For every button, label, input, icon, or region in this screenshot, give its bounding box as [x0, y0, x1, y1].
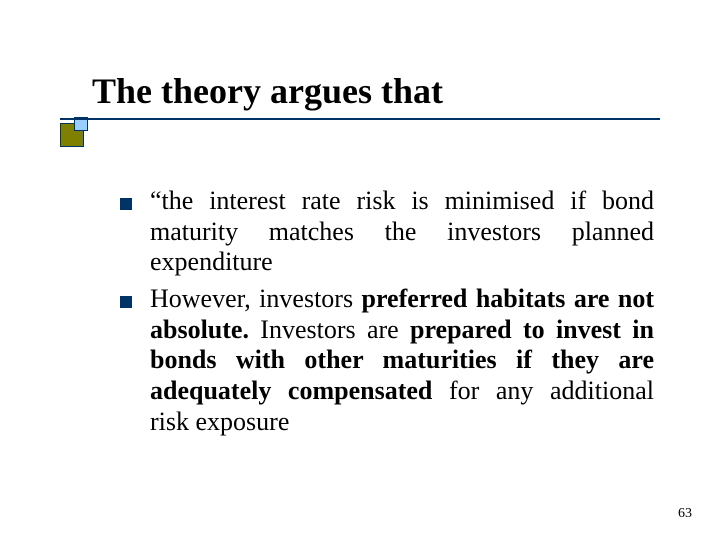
- slide-title: The theory argues that: [92, 70, 443, 112]
- square-bullet-icon: [120, 296, 132, 308]
- page-number: 63: [678, 506, 692, 522]
- slide: { "title": { "text": "The theory argues …: [0, 0, 720, 540]
- bullet-text: “the interest rate risk is minimised if …: [150, 186, 654, 278]
- bullet-text: However, investors preferred habitats ar…: [150, 284, 654, 437]
- bullet-item: However, investors preferred habitats ar…: [120, 284, 654, 437]
- body-text-area: “the interest rate risk is minimised if …: [120, 186, 654, 443]
- square-bullet-icon: [120, 198, 132, 210]
- title-rule: [60, 118, 660, 120]
- bullet-item: “the interest rate risk is minimised if …: [120, 186, 654, 278]
